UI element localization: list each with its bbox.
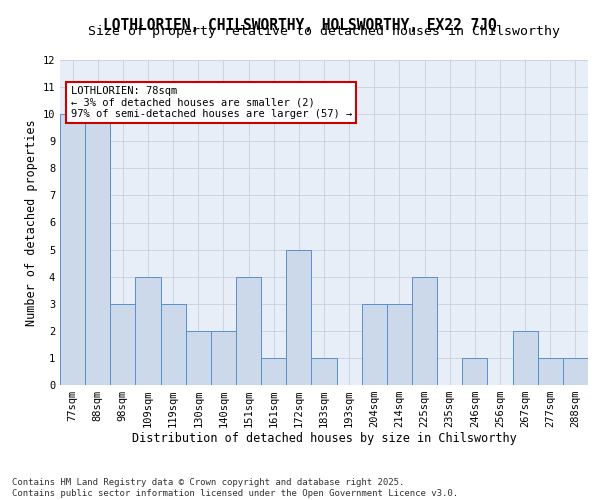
Bar (161, 304, 186, 385)
Bar (211, 331, 236, 385)
Bar (286, 250, 311, 385)
Bar (236, 276, 261, 385)
Bar (261, 358, 286, 385)
Bar (462, 358, 487, 385)
Bar (362, 304, 387, 385)
Bar (538, 358, 563, 385)
Bar (60, 114, 85, 385)
Bar (311, 358, 337, 385)
Bar (412, 276, 437, 385)
Bar (85, 114, 110, 385)
Bar (387, 304, 412, 385)
Title: Size of property relative to detached houses in Chilsworthy: Size of property relative to detached ho… (88, 25, 560, 38)
Text: LOTHLORIEN, CHILSWORTHY, HOLSWORTHY, EX22 7JQ: LOTHLORIEN, CHILSWORTHY, HOLSWORTHY, EX2… (103, 18, 497, 32)
X-axis label: Distribution of detached houses by size in Chilsworthy: Distribution of detached houses by size … (131, 432, 517, 444)
Y-axis label: Number of detached properties: Number of detached properties (25, 119, 38, 326)
Bar (186, 331, 211, 385)
Text: LOTHLORIEN: 78sqm
← 3% of detached houses are smaller (2)
97% of semi-detached h: LOTHLORIEN: 78sqm ← 3% of detached house… (71, 86, 352, 119)
Bar (110, 304, 136, 385)
Text: Contains HM Land Registry data © Crown copyright and database right 2025.
Contai: Contains HM Land Registry data © Crown c… (12, 478, 458, 498)
Bar (512, 331, 538, 385)
Bar (136, 276, 161, 385)
Bar (563, 358, 588, 385)
